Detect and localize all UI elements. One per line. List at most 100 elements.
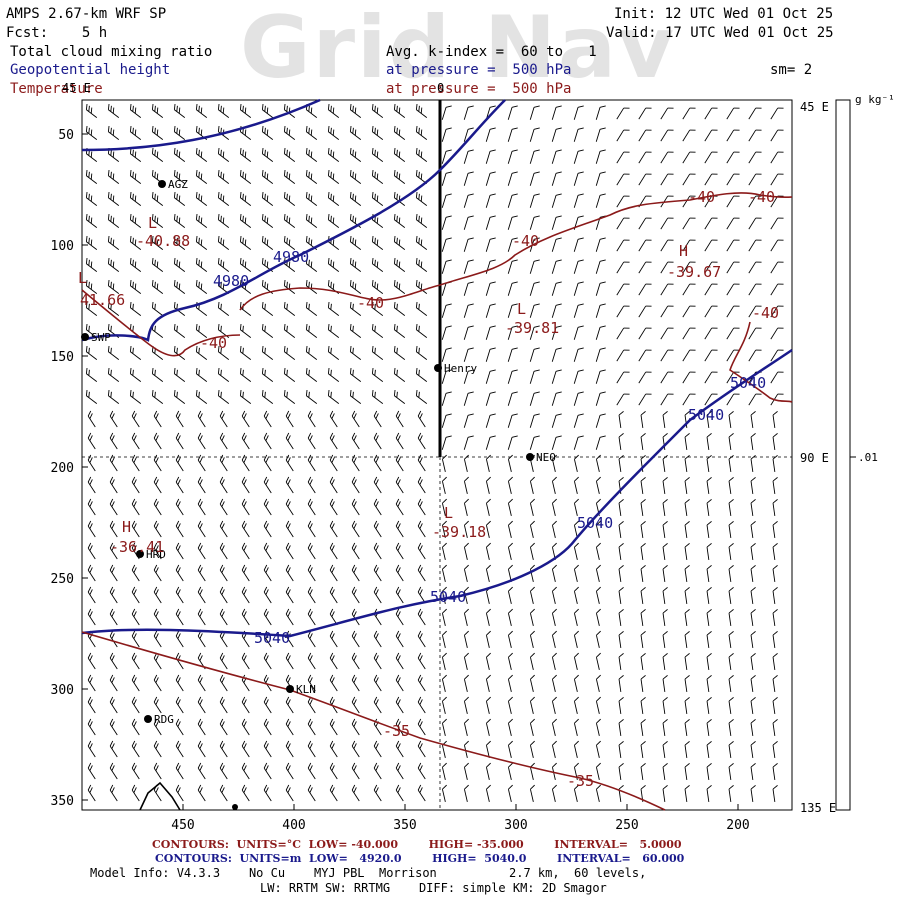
wind-barb — [175, 740, 184, 758]
wind-barb — [173, 367, 186, 382]
wind-barb — [263, 740, 272, 758]
wind-barb — [195, 279, 208, 294]
wind-barb — [349, 345, 362, 360]
wind-barb — [219, 784, 228, 802]
wind-barb — [151, 389, 164, 404]
wind-barb — [307, 762, 316, 780]
height-label: 4980 — [273, 248, 309, 266]
wind-barb — [441, 215, 452, 230]
wind-barb — [261, 169, 274, 184]
wind-barb — [682, 129, 696, 142]
station-label: KLN — [296, 683, 316, 696]
wind-barb — [305, 279, 318, 294]
wind-barb — [107, 235, 120, 250]
wind-barb — [704, 327, 718, 340]
wind-barb — [175, 586, 184, 604]
wind-barb — [349, 103, 362, 118]
wind-barb — [285, 740, 294, 758]
wind-barb — [219, 674, 228, 692]
wind-barb — [415, 235, 428, 250]
wind-barb — [87, 454, 96, 472]
wind-barb — [706, 455, 712, 473]
wind-barb — [197, 740, 206, 758]
wind-barb — [241, 542, 250, 560]
wind-barb — [373, 520, 382, 538]
wind-barb — [660, 217, 674, 230]
field-geopotential: Geopotential height — [10, 62, 171, 78]
wind-barb — [595, 520, 601, 538]
wind-barb — [441, 674, 447, 692]
wind-barb — [151, 103, 164, 118]
wind-barb — [441, 259, 452, 274]
wind-barb — [640, 587, 646, 605]
wind-barb — [283, 367, 296, 382]
wind-barb — [107, 301, 120, 316]
wind-barb — [329, 652, 338, 670]
wind-barb — [153, 696, 162, 714]
wind-barb — [351, 542, 360, 560]
wind-barb — [305, 147, 318, 162]
extremum-type: H — [679, 242, 688, 260]
y-tick-label: 300 — [51, 683, 74, 698]
wind-barb — [682, 305, 696, 318]
wind-barb — [175, 674, 184, 692]
wind-barb — [662, 785, 668, 803]
wind-barb — [728, 411, 734, 429]
wind-barb — [463, 435, 474, 450]
wind-barb — [417, 630, 426, 648]
wind-barb — [507, 413, 518, 428]
wind-barb — [684, 697, 690, 715]
wind-barb — [239, 235, 252, 250]
wind-barb — [595, 542, 601, 560]
wind-barb — [217, 367, 230, 382]
wind-barb — [726, 261, 740, 274]
wind-barb — [107, 367, 120, 382]
wind-barb — [283, 323, 296, 338]
wind-barb — [239, 169, 252, 184]
wind-barb — [327, 257, 340, 272]
wind-barb — [684, 587, 690, 605]
wind-barb — [726, 283, 740, 296]
wind-barb — [131, 520, 140, 538]
wind-barb — [485, 696, 491, 714]
wind-barb — [195, 235, 208, 250]
wind-barb — [373, 630, 382, 648]
wind-barb — [770, 349, 784, 362]
wind-barb — [529, 542, 535, 560]
wind-barb — [463, 215, 474, 230]
wind-barb — [241, 652, 250, 670]
wind-barb — [351, 564, 360, 582]
wind-barb — [151, 235, 164, 250]
station-label: RDG — [154, 713, 174, 726]
wind-barb — [131, 498, 140, 516]
wind-barb — [573, 586, 579, 604]
wind-barb — [441, 718, 447, 736]
wind-barb — [750, 609, 756, 627]
wind-barb — [485, 564, 491, 582]
wind-barb — [485, 762, 491, 780]
wind-barb — [463, 498, 469, 516]
temperature-contour — [239, 192, 793, 311]
wind-barb — [507, 325, 518, 340]
wind-barb — [618, 631, 624, 649]
wind-barb — [373, 784, 382, 802]
wind-barb — [371, 323, 384, 338]
wind-barb — [197, 432, 206, 450]
wind-barb — [327, 389, 340, 404]
wind-barb — [684, 763, 690, 781]
wind-barb — [109, 498, 118, 516]
wind-barb — [87, 784, 96, 802]
wind-barb — [307, 454, 316, 472]
wind-barb — [551, 564, 557, 582]
temperature-contour-info: CONTOURS: UNITS=°C LOW= -40.000 HIGH= -3… — [152, 838, 682, 851]
wind-barb — [616, 327, 630, 340]
wind-barb — [551, 784, 557, 802]
wind-barb — [441, 784, 447, 802]
wind-barb — [175, 564, 184, 582]
wind-barb — [263, 762, 272, 780]
wind-barb — [463, 193, 474, 208]
wind-barb — [529, 347, 540, 362]
wind-barb — [241, 784, 250, 802]
wind-barb — [131, 608, 140, 626]
wind-barb — [395, 784, 404, 802]
